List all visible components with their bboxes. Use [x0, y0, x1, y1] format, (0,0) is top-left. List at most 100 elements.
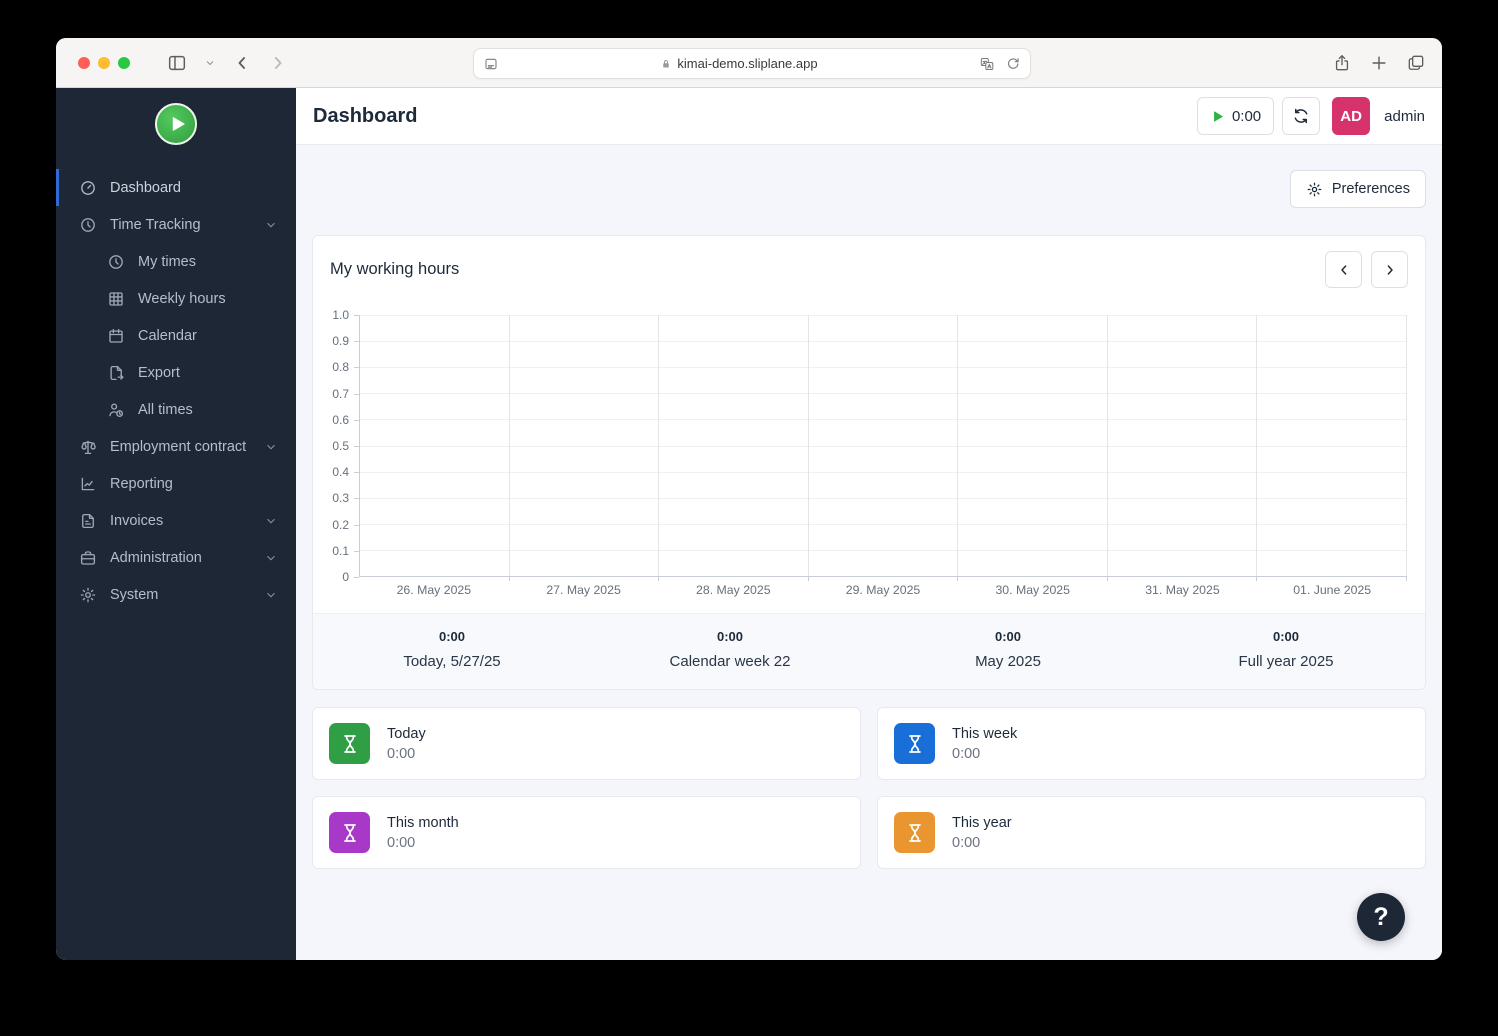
y-tick-label: 1.0: [332, 308, 349, 322]
stat-card-title: This week: [952, 725, 1018, 742]
refresh-icon: [1292, 107, 1310, 125]
sidebar-item-label: Reporting: [110, 475, 173, 492]
sidebar-item[interactable]: Employment contract: [56, 428, 296, 465]
stat-card-value: 0:00: [387, 745, 416, 762]
y-tick-mark: [354, 393, 359, 395]
sidebar-item[interactable]: Reporting: [56, 465, 296, 502]
tab-overview-icon[interactable]: [1406, 53, 1426, 73]
y-tick-mark: [354, 341, 359, 343]
sidebar-item[interactable]: Administration: [56, 539, 296, 576]
sidebar-item[interactable]: Time Tracking: [56, 206, 296, 243]
start-timer-button[interactable]: 0:00: [1196, 97, 1275, 135]
h-gridline: [360, 393, 1407, 395]
h-gridline: [360, 419, 1407, 421]
help-button[interactable]: ?: [1357, 893, 1405, 941]
invoice-icon: [79, 512, 97, 530]
stat-card: This month 0:00: [312, 796, 861, 869]
minimize-window-button[interactable]: [98, 56, 110, 69]
sidebar-toggle-icon[interactable]: [166, 52, 188, 74]
chevron-down-icon: [264, 440, 278, 454]
main-content: Dashboard 0:00 AD admin Preferences: [296, 88, 1442, 960]
sidebar-item-label: Invoices: [110, 512, 164, 529]
summary-column: 0:00 May 2025: [869, 629, 1147, 670]
y-tick-label: 0.6: [332, 412, 349, 427]
preferences-button[interactable]: Preferences: [1289, 170, 1426, 208]
chevron-down-icon: [264, 218, 278, 232]
zoom-window-button[interactable]: [118, 56, 130, 69]
y-tick-mark: [354, 315, 359, 316]
share-icon[interactable]: [1332, 53, 1352, 73]
previous-period-button[interactable]: [1325, 251, 1362, 288]
sidebar-item-label: Time Tracking: [110, 216, 201, 233]
chevron-down-icon: [264, 514, 278, 528]
scales-icon: [79, 438, 97, 456]
dashboard-body: Preferences My working hours: [296, 145, 1442, 960]
hourglass-icon: [903, 821, 927, 845]
app-sidebar: Dashboard Time Tracking My times Weekly …: [56, 88, 296, 960]
username[interactable]: admin: [1384, 107, 1425, 125]
sidebar-item[interactable]: Calendar: [56, 317, 296, 354]
y-tick-label: 0.2: [332, 517, 349, 532]
grid-icon: [107, 290, 125, 308]
stat-card: This year 0:00: [877, 796, 1426, 869]
clock-icon: [107, 253, 125, 271]
chart-summary-footer: 0:00 Today, 5/27/25 0:00 Calendar week 2…: [313, 613, 1425, 689]
summary-label: Full year 2025: [1238, 653, 1334, 670]
reader-mode-icon[interactable]: [483, 56, 499, 72]
chart-y-axis: 1.0 0.9 0.8 0.7 0.6 0.5 0.4 0.3 0.2 0.1 0: [325, 308, 359, 584]
browser-toolbar: kimai-demo.sliplane.app: [56, 38, 1442, 88]
sidebar-item-label: Calendar: [138, 327, 197, 344]
y-tick-label: 0.8: [332, 360, 349, 375]
h-gridline: [360, 445, 1407, 447]
day-column: [510, 315, 660, 581]
back-icon[interactable]: [232, 53, 252, 73]
refresh-button[interactable]: [1282, 97, 1321, 135]
sidebar-item[interactable]: All times: [56, 391, 296, 428]
sidebar-menu: Dashboard Time Tracking My times Weekly …: [56, 169, 296, 613]
chart-title: My working hours: [330, 260, 460, 278]
gear-icon: [1306, 181, 1323, 198]
chevron-left-icon: [1336, 262, 1352, 278]
sidebar-item[interactable]: Weekly hours: [56, 280, 296, 317]
sidebar-item[interactable]: My times: [56, 243, 296, 280]
stat-card-value: 0:00: [952, 834, 981, 851]
x-tick-label: 28. May 2025: [696, 583, 771, 597]
sidebar-item-label: My times: [138, 253, 196, 270]
h-gridline: [360, 471, 1407, 473]
y-tick-mark: [354, 367, 359, 369]
day-column: [1108, 315, 1258, 581]
sidebar-item[interactable]: Export: [56, 354, 296, 391]
sidebar-item[interactable]: System: [56, 576, 296, 613]
summary-value: 0:00: [438, 629, 466, 644]
app-header: Dashboard 0:00 AD admin: [296, 88, 1442, 145]
sidebar-item-label: All times: [138, 401, 193, 418]
working-hours-chart: 1.0 0.9 0.8 0.7 0.6 0.5 0.4 0.3 0.2 0.1 0: [313, 303, 1425, 584]
next-period-button[interactable]: [1371, 251, 1408, 288]
new-tab-icon[interactable]: [1369, 53, 1389, 73]
reload-icon[interactable]: [1005, 56, 1021, 72]
stat-card-value: 0:00: [952, 745, 981, 762]
h-gridline: [360, 315, 1407, 316]
sidebar-item-label: Dashboard: [110, 179, 181, 196]
gauge-icon: [79, 179, 97, 197]
y-tick-mark: [354, 524, 359, 526]
forward-icon[interactable]: [268, 53, 288, 73]
kimai-logo[interactable]: [155, 103, 197, 145]
sidebar-item[interactable]: Invoices: [56, 502, 296, 539]
chart-x-axis: 26. May 2025 27. May 2025 28. May 2025 29. …: [359, 577, 1425, 613]
toolbar-chevron-down-icon[interactable]: [204, 57, 216, 69]
user-avatar[interactable]: AD: [1332, 97, 1371, 135]
sidebar-item-label: Weekly hours: [138, 290, 226, 307]
sidebar-item[interactable]: Dashboard: [56, 169, 296, 206]
address-bar[interactable]: kimai-demo.sliplane.app: [473, 48, 1031, 79]
stat-card-title: This month: [387, 814, 459, 831]
summary-column: 0:00 Calendar week 22: [591, 629, 869, 670]
h-gridline: [360, 341, 1407, 343]
translate-icon[interactable]: [979, 56, 995, 72]
hourglass-icon: [338, 821, 362, 845]
close-window-button[interactable]: [78, 56, 90, 69]
chevron-down-icon: [264, 551, 278, 565]
browser-window: kimai-demo.sliplane.app Dashboard Tim: [56, 38, 1442, 960]
y-tick-mark: [354, 498, 359, 500]
hourglass-icon: [338, 732, 362, 756]
